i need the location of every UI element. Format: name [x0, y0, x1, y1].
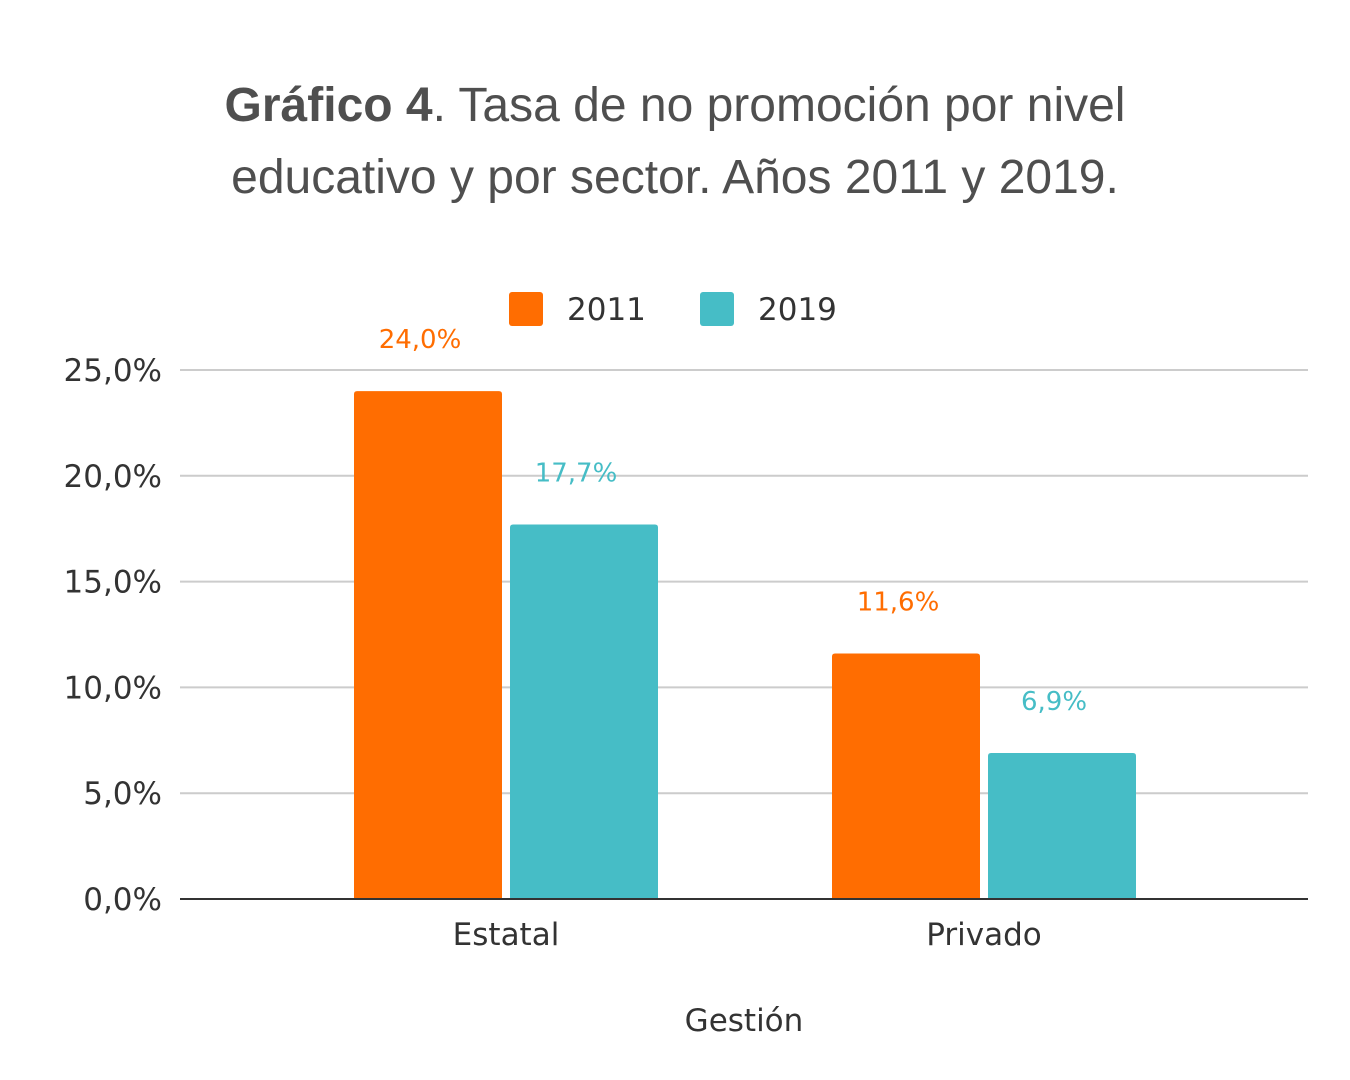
legend-swatch	[700, 292, 734, 326]
bar	[832, 653, 980, 899]
y-tick-label: 15,0%	[64, 565, 162, 601]
y-tick-label: 25,0%	[64, 353, 162, 389]
data-label: 24,0%	[379, 325, 462, 355]
x-tick-label: Estatal	[453, 917, 560, 953]
chart-title: Gráfico 4. Tasa de no promoción por nive…	[0, 70, 1350, 214]
legend-label: 2019	[758, 292, 837, 328]
data-label: 11,6%	[857, 588, 940, 618]
bar	[510, 524, 658, 899]
y-tick-label: 5,0%	[83, 776, 162, 812]
y-tick-label: 10,0%	[64, 670, 162, 706]
data-label: 6,9%	[1021, 687, 1087, 717]
title-line-1: Gráfico 4. Tasa de no promoción por nive…	[0, 70, 1350, 142]
x-axis-title: Gestión	[685, 1003, 804, 1039]
y-tick-label: 20,0%	[64, 459, 162, 495]
data-label: 17,7%	[535, 458, 618, 488]
legend-label: 2011	[567, 292, 646, 328]
y-tick-label: 0,0%	[83, 882, 162, 918]
title-figure-number: Gráfico 4	[224, 79, 433, 132]
legend-swatch	[509, 292, 543, 326]
title-line-2: educativo y por sector. Años 2011 y 2019…	[231, 151, 1119, 204]
bar	[988, 752, 1136, 899]
title-line-1-text: . Tasa de no promoción por nivel	[432, 79, 1126, 132]
x-tick-label: Privado	[926, 917, 1042, 953]
bar	[354, 391, 502, 899]
